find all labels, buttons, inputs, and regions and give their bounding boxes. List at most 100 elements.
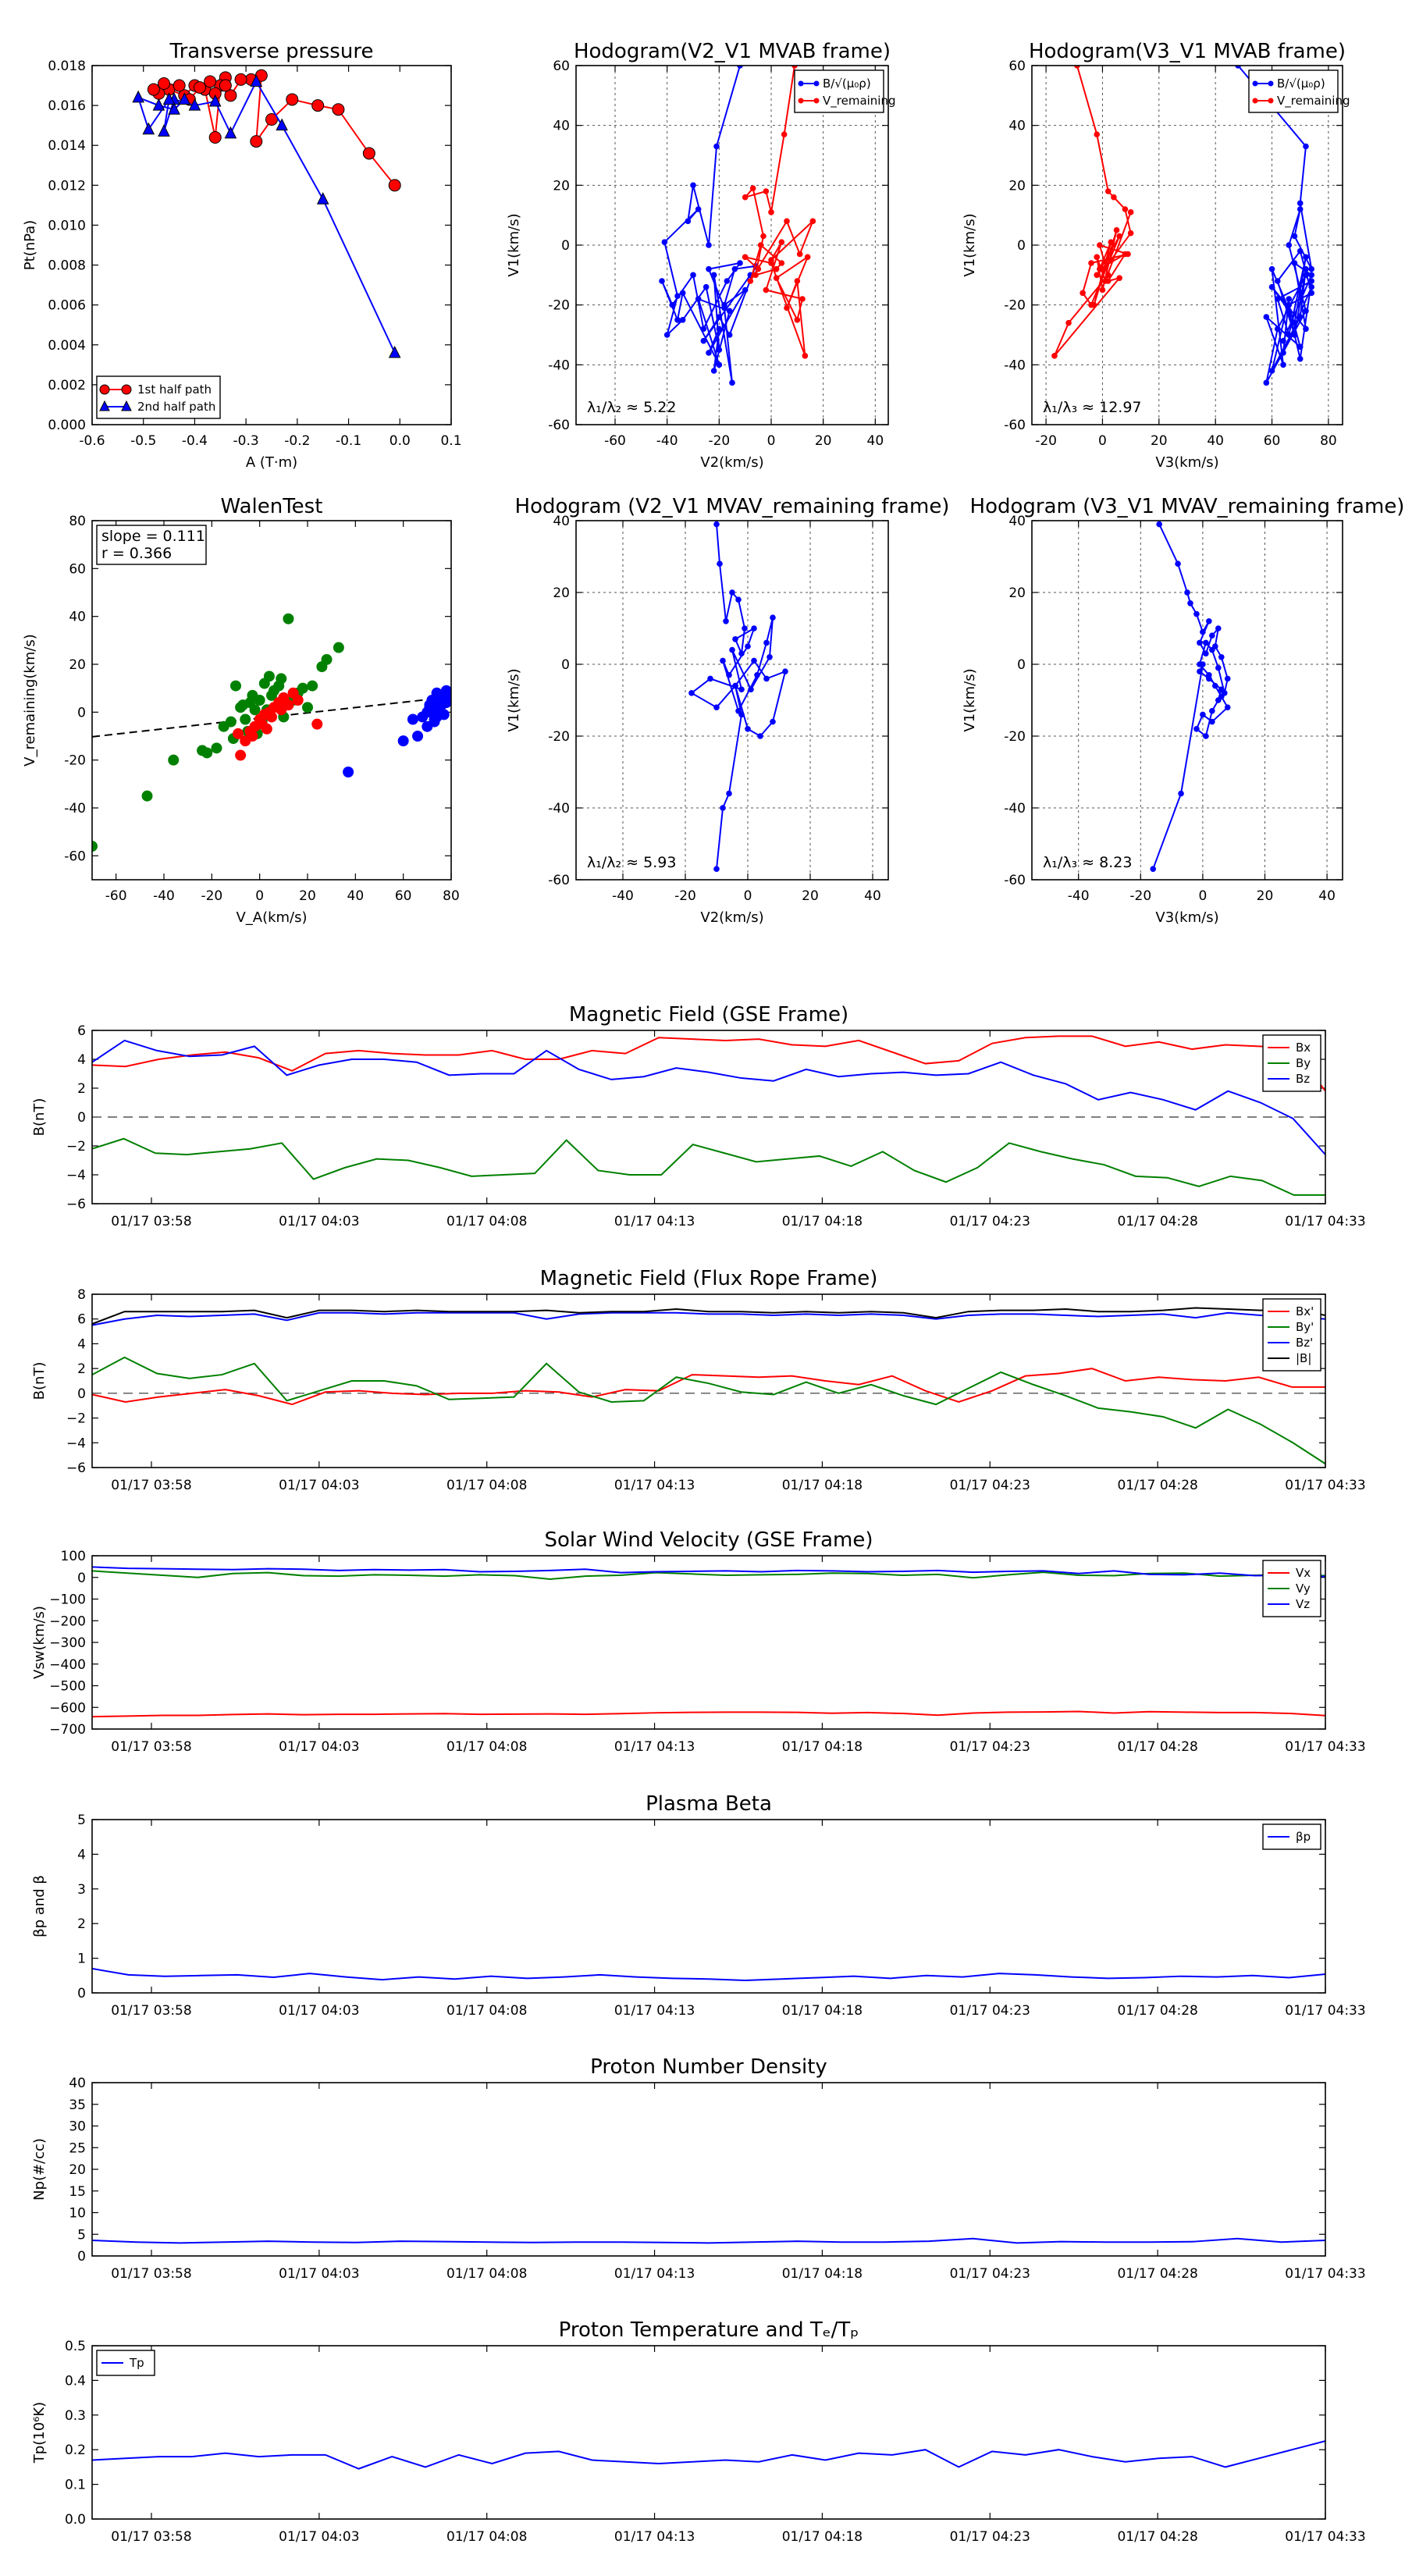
data-point — [1303, 254, 1309, 261]
x-tick-label: 01/17 04:18 — [782, 2266, 863, 2282]
data-point — [1297, 314, 1304, 320]
x-tick-label: 01/17 04:28 — [1117, 2003, 1197, 2019]
scatter-point — [302, 702, 313, 713]
data-point — [316, 192, 329, 205]
data-point — [1209, 718, 1215, 725]
data-point — [332, 103, 345, 116]
data-point — [1116, 233, 1122, 240]
y-tick-label: 40 — [1008, 119, 1026, 134]
data-point — [1127, 209, 1134, 215]
data-point — [706, 242, 712, 248]
y-tick-label: −2 — [66, 1139, 86, 1155]
y-tick-label: 4 — [77, 1052, 86, 1068]
x-tick-label: -20 — [708, 433, 730, 449]
data-point — [768, 260, 774, 266]
scatter-point — [233, 728, 244, 739]
y-tick-label: 0.008 — [48, 258, 86, 274]
x-tick-label: -0.3 — [233, 433, 259, 449]
data-point — [1122, 251, 1129, 258]
chart-title: Plasma Beta — [646, 1792, 772, 1816]
data-point — [1297, 206, 1304, 212]
chart-title: Hodogram (V2_V1 MVAV_remaining frame) — [515, 495, 950, 518]
scatter-point — [254, 695, 265, 706]
x-tick-label: 01/17 04:23 — [950, 2266, 1030, 2282]
x-tick-label: 60 — [1264, 433, 1281, 449]
y-tick-label: 0.006 — [48, 298, 86, 314]
data-point — [724, 278, 731, 284]
data-point — [794, 278, 801, 284]
chart-hv3: -20 0 20 40 60 80-60-40-200204060Hodogram(V3_… — [962, 40, 1350, 471]
x-tick-label: 01/17 04:13 — [614, 1739, 695, 1755]
x-tick-label: 01/17 03:58 — [111, 2003, 191, 2019]
y-tick-label: −400 — [49, 1657, 86, 1673]
data-point — [717, 560, 723, 567]
series-line — [92, 1035, 1325, 1092]
legend-label: |B| — [1296, 1351, 1311, 1365]
data-point — [1113, 227, 1120, 233]
data-point — [661, 239, 668, 245]
x-tick-label: 80 — [443, 888, 460, 904]
data-point — [713, 866, 720, 872]
data-point — [1224, 704, 1231, 710]
legend-marker — [121, 400, 132, 411]
series-line — [92, 2237, 1325, 2244]
data-point — [1193, 610, 1200, 617]
data-point — [1193, 726, 1200, 732]
ratio-annotation: λ₁/λ₃ ≈ 8.23 — [1043, 854, 1132, 871]
data-point — [265, 113, 278, 126]
data-point — [132, 90, 144, 103]
y-tick-label: 2 — [77, 1361, 86, 1377]
data-point — [731, 265, 738, 272]
data-point — [794, 317, 801, 323]
scatter-point — [297, 682, 308, 694]
scatter-point — [436, 699, 447, 711]
data-point — [784, 304, 790, 311]
axes-frame — [91, 520, 452, 881]
data-point — [1206, 618, 1212, 624]
y-tick-label: 0 — [77, 1986, 86, 2001]
data-point — [713, 704, 720, 710]
data-point — [735, 596, 742, 603]
data-point — [721, 301, 727, 308]
data-point — [1197, 668, 1203, 674]
chart-title: Transverse pressure — [169, 40, 374, 63]
axes-frame — [575, 520, 889, 881]
y-tick-label: -20 — [548, 298, 570, 314]
legend-marker — [99, 384, 110, 395]
axes-frame — [1031, 65, 1343, 425]
scatter-point — [247, 731, 258, 742]
y-axis-label: V1(km/s) — [506, 668, 522, 731]
legend-marker — [1252, 80, 1258, 87]
x-tick-label: 01/17 04:28 — [1117, 1478, 1197, 1493]
scatter-point — [283, 613, 294, 624]
legend-marker — [1268, 80, 1274, 87]
data-point — [778, 260, 785, 266]
y-tick-label: 0 — [1017, 657, 1026, 673]
x-tick-label: 01/17 04:03 — [279, 1739, 359, 1755]
data-point — [1200, 711, 1206, 718]
x-tick-label: 01/17 03:58 — [111, 1739, 191, 1755]
axes-frame — [91, 2345, 1326, 2520]
y-tick-label: 40 — [553, 119, 570, 134]
y-tick-label: −6 — [66, 1461, 86, 1476]
y-axis-label: βp and β — [31, 1875, 48, 1937]
x-tick-label: -60 — [105, 888, 127, 904]
data-point — [1206, 675, 1212, 682]
data-point — [1291, 233, 1298, 240]
data-point — [1156, 521, 1162, 528]
chart-title: Hodogram (V3_V1 MVAV_remaining frame) — [970, 495, 1405, 518]
chart-tp: -0.6 -0.5 -0.4 -0.3 -0.2 -0.1 0.0 0.1 0.000 0.002… — [22, 40, 462, 471]
data-point — [1209, 646, 1215, 653]
chart-title: Magnetic Field (Flux Rope Frame) — [540, 1267, 878, 1290]
x-tick-label: 01/17 04:28 — [1117, 2529, 1197, 2545]
x-tick-label: -0.6 — [79, 433, 105, 449]
x-tick-label: 0 — [1198, 888, 1207, 904]
data-point — [763, 286, 770, 294]
y-tick-label: 6 — [77, 1023, 86, 1039]
series-line — [92, 1570, 1325, 1580]
data-point — [784, 218, 790, 225]
y-tick-label: −2 — [66, 1411, 86, 1427]
legend-marker — [99, 400, 110, 411]
y-tick-label: 20 — [69, 657, 86, 673]
